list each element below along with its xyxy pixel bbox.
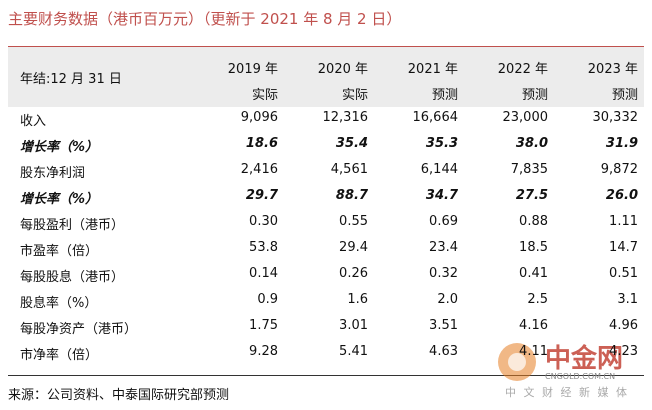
cell-value: 3.1 bbox=[617, 292, 638, 307]
column-year: 2022 年 bbox=[497, 62, 548, 77]
row-label: 增长率（%） bbox=[20, 192, 99, 207]
cell-value: 26.0 bbox=[605, 188, 638, 203]
watermark-tagline: 中 文 财 经 新 媒 体 bbox=[505, 386, 629, 399]
cell-value: 2.5 bbox=[527, 292, 548, 307]
cell-value: 4.96 bbox=[609, 318, 638, 333]
source-note: 来源：公司资料、中泰国际研究部预测 bbox=[8, 388, 230, 403]
row-label: 股息率（%） bbox=[20, 296, 98, 311]
cell-value: 7,835 bbox=[510, 162, 548, 177]
cell-value: 23,000 bbox=[502, 110, 549, 125]
cell-value: 18.6 bbox=[245, 136, 278, 151]
cell-value: 0.32 bbox=[429, 266, 458, 281]
cell-value: 0.41 bbox=[519, 266, 548, 281]
cell-value: 2.0 bbox=[437, 292, 458, 307]
rule bbox=[8, 375, 644, 376]
cell-value: 34.7 bbox=[425, 188, 458, 203]
cell-value: 1.6 bbox=[347, 292, 368, 307]
cell-value: 27.5 bbox=[515, 188, 548, 203]
row-label: 收入 bbox=[20, 114, 47, 129]
cell-value: 0.69 bbox=[429, 214, 458, 229]
cell-value: 0.30 bbox=[249, 214, 278, 229]
cell-value: 38.0 bbox=[515, 136, 548, 151]
row-label: 每股净资产（港币） bbox=[20, 322, 138, 337]
column-year: 2023 年 bbox=[587, 62, 638, 77]
cell-value: 88.7 bbox=[335, 188, 368, 203]
column-basis: 实际 bbox=[341, 88, 368, 103]
watermark-domain: CNGOLD.COM.CN bbox=[545, 372, 616, 381]
cell-value: 35.4 bbox=[335, 136, 368, 151]
cell-value: 4.16 bbox=[519, 318, 548, 333]
cell-value: 0.88 bbox=[519, 214, 548, 229]
cell-value: 9.28 bbox=[249, 344, 278, 359]
cell-value: 16,664 bbox=[412, 110, 459, 125]
cell-value: 4.23 bbox=[609, 344, 638, 359]
cell-value: 35.3 bbox=[425, 136, 458, 151]
cell-value: 0.55 bbox=[339, 214, 368, 229]
cell-value: 0.9 bbox=[257, 292, 278, 307]
cell-value: 12,316 bbox=[322, 110, 369, 125]
cell-value: 0.14 bbox=[249, 266, 278, 281]
watermark-logo bbox=[498, 343, 536, 381]
row-label: 股东净利润 bbox=[20, 166, 86, 181]
column-basis: 预测 bbox=[521, 88, 548, 103]
column-basis: 预测 bbox=[431, 88, 458, 103]
row-label: 增长率（%） bbox=[20, 140, 99, 155]
header-band bbox=[8, 46, 644, 107]
title: 主要财务数据（港币百万元）（更新于 2021 年 8 月 2 日） bbox=[8, 10, 402, 28]
column-year: 2021 年 bbox=[407, 62, 458, 77]
cell-value: 30,332 bbox=[592, 110, 639, 125]
column-year: 2019 年 bbox=[227, 62, 278, 77]
header-label: 年结:12 月 31 日 bbox=[20, 72, 122, 87]
row-label: 市盈率（倍） bbox=[20, 244, 99, 259]
cell-value: 29.7 bbox=[245, 188, 278, 203]
column-year: 2020 年 bbox=[317, 62, 368, 77]
cell-value: 4,561 bbox=[330, 162, 368, 177]
cell-value: 5.41 bbox=[339, 344, 368, 359]
row-label: 市净率（倍） bbox=[20, 348, 99, 363]
cell-value: 18.5 bbox=[519, 240, 548, 255]
column-basis: 预测 bbox=[611, 88, 638, 103]
cell-value: 53.8 bbox=[249, 240, 278, 255]
cell-value: 4.11 bbox=[519, 344, 548, 359]
cell-value: 0.51 bbox=[609, 266, 638, 281]
cell-value: 2,416 bbox=[240, 162, 278, 177]
column-basis: 实际 bbox=[251, 88, 278, 103]
cell-value: 6,144 bbox=[420, 162, 458, 177]
row-label: 每股盈利（港币） bbox=[20, 218, 125, 233]
cell-value: 9,872 bbox=[600, 162, 638, 177]
cell-value: 1.75 bbox=[249, 318, 278, 333]
row-label: 每股股息（港币） bbox=[20, 270, 125, 285]
cell-value: 9,096 bbox=[240, 110, 278, 125]
cell-value: 14.7 bbox=[609, 240, 638, 255]
cell-value: 3.51 bbox=[429, 318, 458, 333]
cell-value: 31.9 bbox=[605, 136, 638, 151]
cell-value: 23.4 bbox=[429, 240, 458, 255]
cell-value: 4.63 bbox=[429, 344, 458, 359]
cell-value: 1.11 bbox=[609, 214, 638, 229]
cell-value: 29.4 bbox=[339, 240, 368, 255]
cell-value: 3.01 bbox=[339, 318, 368, 333]
cell-value: 0.26 bbox=[339, 266, 368, 281]
watermark-name: 中金网 bbox=[545, 344, 624, 374]
